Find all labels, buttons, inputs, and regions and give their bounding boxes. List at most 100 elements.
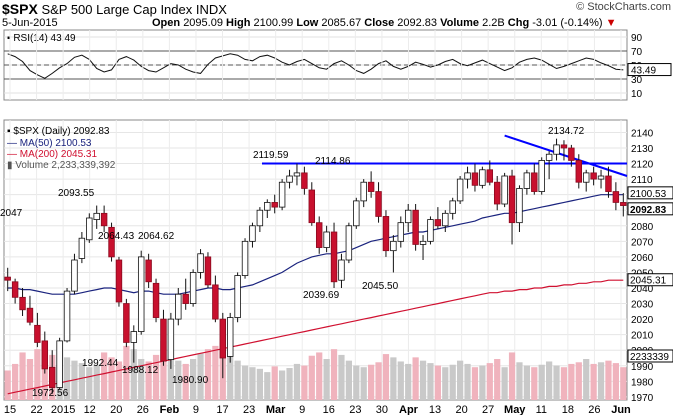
candle-body: [241, 240, 249, 276]
price-annotation: 2045.50: [362, 281, 399, 292]
volume-bar: [93, 364, 100, 400]
volume-bar: [583, 359, 590, 400]
candle-body: [493, 181, 501, 205]
ma50-value-box: [627, 186, 673, 200]
x-tick-label: 27: [482, 404, 494, 415]
x-tick-label: 18: [562, 404, 574, 415]
candle-body: [620, 202, 627, 206]
price-tick-label: 2080: [631, 222, 654, 233]
volume-bar: [412, 357, 419, 400]
rsi-line: [7, 53, 624, 79]
legend-ma200: — MA(200) 2045.31: [7, 149, 97, 160]
candle-body: [508, 175, 516, 224]
close-value-label: 2092.83: [630, 205, 667, 216]
candle-body: [226, 317, 234, 357]
candle-body: [353, 200, 360, 227]
candle-body: [48, 366, 56, 388]
volume-bar: [538, 364, 545, 400]
volume-bar: [167, 350, 174, 400]
candle-body: [315, 222, 323, 248]
price-annotation: 2119.59: [253, 150, 289, 161]
candle-body: [427, 219, 434, 242]
legend-ma50: — MA(50) 2100.53: [7, 138, 92, 149]
candle-body: [108, 226, 115, 258]
candle-body: [590, 172, 597, 180]
legend-main: ▪ $SPX (Daily) 2092.83: [7, 126, 110, 137]
candle-body: [86, 217, 93, 241]
x-tick-label: Jun: [611, 404, 631, 415]
volume-bar: [234, 360, 241, 400]
volume-bar: [115, 361, 123, 400]
volume-bar: [405, 363, 412, 400]
x-tick-label: Mar: [266, 404, 286, 415]
volume-bar: [546, 361, 553, 400]
chart-title: $SPX S&P 500 Large Cap Index INDX: [2, 1, 227, 17]
candle-body: [449, 200, 456, 214]
volume-bar: [516, 362, 523, 400]
candle-body: [486, 169, 494, 183]
trend-line: [504, 134, 628, 177]
legend-volume: ▮ Volume 2,233,339,392: [7, 160, 116, 171]
volume-bar: [316, 352, 323, 400]
price-annotation: 1980.90: [172, 375, 209, 386]
volume-bar: [605, 360, 612, 400]
price-annotation: 2093.55: [58, 188, 95, 199]
volume-bar: [63, 357, 71, 400]
candle-body: [264, 202, 271, 211]
candle-body: [612, 191, 620, 203]
volume-bar: [123, 345, 130, 400]
volume-bar: [457, 360, 464, 400]
price-annotation: 2114.86: [315, 156, 351, 167]
volume-bar: [553, 365, 560, 400]
candle-body: [137, 256, 145, 332]
candle-body: [471, 172, 479, 186]
price-tick-label: 2020: [631, 315, 654, 326]
volume-bar: [419, 360, 427, 400]
candle-body: [234, 275, 241, 318]
candle-body: [293, 172, 301, 177]
volume-bar: [560, 367, 568, 400]
x-tick-label: 26: [588, 404, 600, 415]
candle-body: [479, 169, 486, 186]
date-label: 5-Jun-2015: [2, 17, 58, 29]
candle-body: [152, 282, 160, 318]
x-tick-label: 20: [110, 404, 122, 415]
rsi-tick-label: 30: [631, 75, 643, 86]
volume-bar: [34, 349, 41, 400]
price-tick-label: 2130: [631, 144, 654, 155]
x-tick-label: 23: [349, 404, 361, 415]
volume-bar: [19, 352, 26, 400]
candle-body: [19, 296, 26, 311]
candle-body: [189, 272, 197, 304]
candle-body: [56, 340, 63, 388]
candle-body: [160, 318, 167, 362]
volume-bar: [486, 363, 493, 400]
candle-body: [442, 212, 449, 227]
volume-bar: [182, 363, 189, 400]
x-tick-label: Apr: [399, 404, 419, 415]
candle-body: [301, 172, 308, 189]
volume-bar: [308, 355, 315, 400]
price-tick-label: 2140: [631, 128, 654, 139]
volume-value-box: [627, 349, 673, 363]
close-value-box: [627, 202, 673, 216]
candle-body: [286, 175, 293, 183]
x-tick-label: 13: [429, 404, 441, 415]
price-tick-label: 2010: [631, 331, 654, 342]
x-tick-label: 30: [376, 404, 388, 415]
brand-credit: © StockCharts.com: [576, 1, 671, 13]
price-annotation: 2047: [0, 208, 23, 219]
x-tick-label: 9: [299, 404, 305, 415]
candle-body: [249, 225, 256, 242]
candle-body: [145, 259, 152, 283]
candle-body: [531, 172, 538, 192]
candle-body: [575, 160, 583, 183]
volume-bar: [375, 362, 382, 400]
x-tick-label: 17: [216, 404, 228, 415]
volume-bar: [353, 365, 360, 400]
ma200-line: [7, 279, 624, 395]
volume-bar: [597, 362, 605, 400]
volume-bar: [330, 349, 338, 400]
volume-bar: [197, 353, 204, 400]
